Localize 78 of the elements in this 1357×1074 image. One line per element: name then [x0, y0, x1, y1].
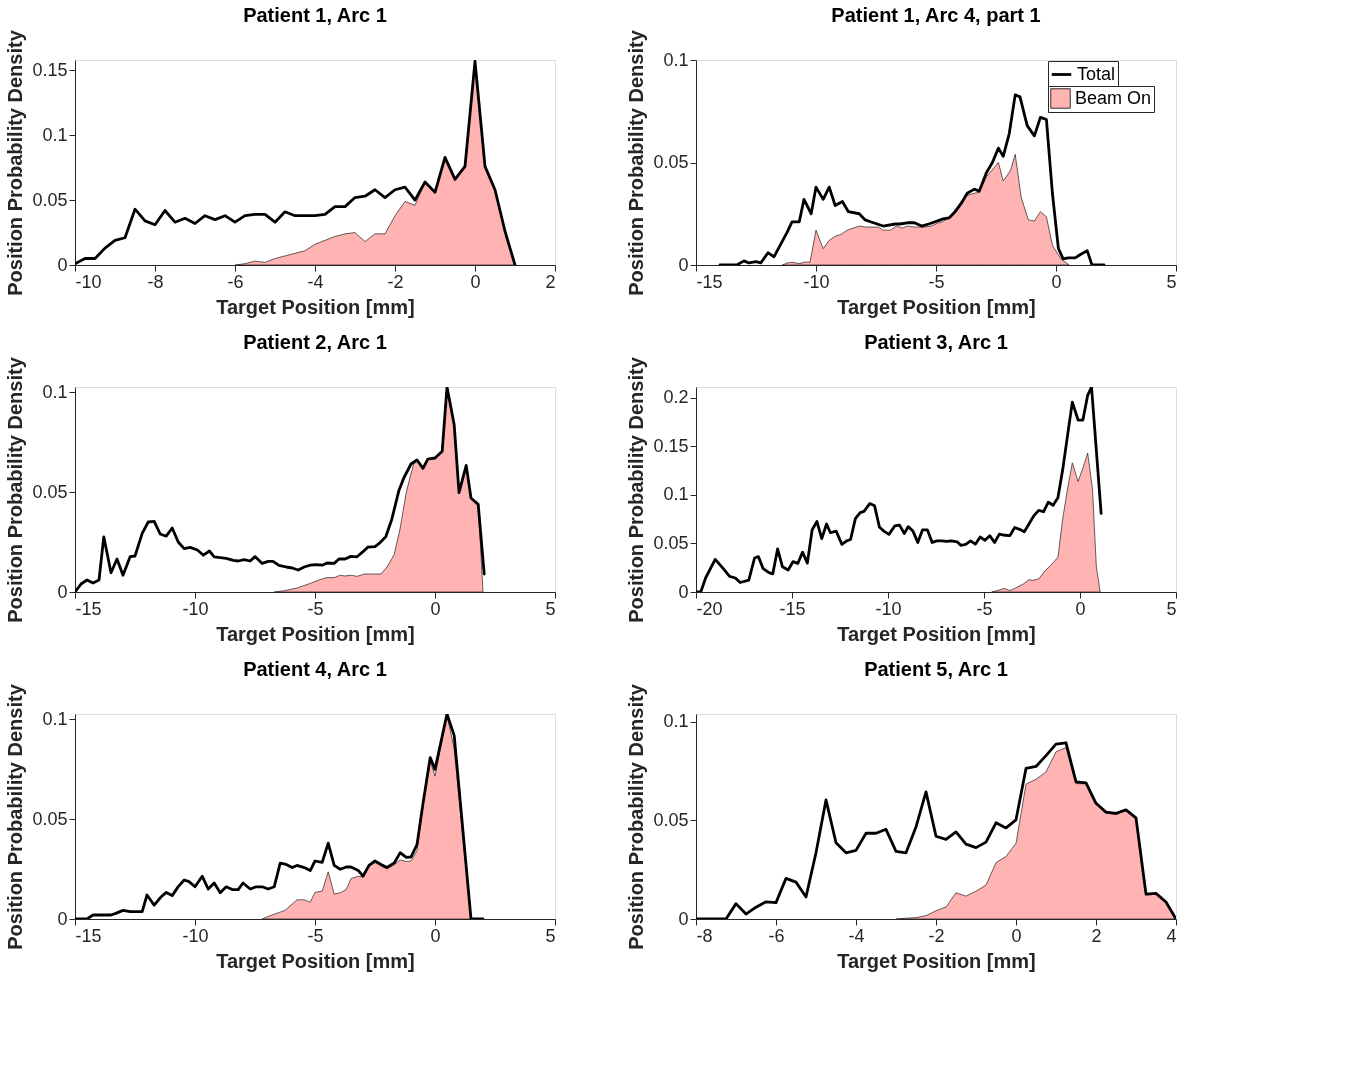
x-tick-label: -15 [696, 271, 723, 292]
x-tick-label: -4 [848, 925, 865, 946]
y-tick-label: 0.15 [653, 435, 689, 456]
y-axis-title: Position Probability Density [625, 356, 648, 623]
y-tick-label: 0.1 [663, 49, 689, 70]
y-tick-label: 0.05 [653, 809, 689, 830]
x-tick-label: -4 [307, 271, 324, 292]
x-tick-label: 2 [1091, 925, 1102, 946]
line-series [75, 60, 517, 265]
chart-title: Patient 2, Arc 1 [243, 330, 387, 353]
x-tick-label: -10 [182, 925, 209, 946]
x-tick-label: -10 [75, 271, 102, 292]
x-tick-label: -15 [779, 598, 806, 619]
x-tick-label: 0 [430, 925, 441, 946]
y-tick-label: 0.2 [663, 387, 689, 408]
y-tick-label: 0 [57, 908, 68, 929]
y-tick-label: 0.05 [32, 808, 68, 829]
x-tick-label: 0 [1075, 598, 1086, 619]
x-axis-title: Target Position [mm] [216, 295, 415, 318]
x-tick-label: -8 [696, 925, 713, 946]
y-tick-label: 0 [678, 581, 689, 602]
x-tick-label: 5 [1166, 271, 1177, 292]
y-tick-label: 0.05 [653, 152, 689, 172]
y-tick-label: 0.05 [653, 532, 689, 553]
x-tick-label: -10 [875, 598, 902, 619]
y-axis-title: Position Probability Density [625, 29, 648, 296]
x-tick-label: 5 [1166, 598, 1177, 619]
x-axis-title: Target Position [mm] [837, 949, 1036, 972]
y-tick-label: 0 [678, 908, 689, 929]
x-tick-label: -5 [976, 598, 993, 619]
chart-title: Patient 4, Arc 1 [243, 657, 387, 680]
x-tick-label: 0 [1051, 271, 1062, 292]
x-tick-label: 4 [1166, 925, 1177, 946]
chart-title: Patient 5, Arc 1 [864, 657, 1008, 680]
chart-title: Patient 1, Arc 4, part 1 [831, 3, 1041, 26]
x-tick-label: -15 [75, 598, 102, 619]
x-tick-label: 5 [545, 598, 556, 619]
y-tick-label: 0 [57, 254, 68, 275]
x-tick-label: -6 [768, 925, 785, 946]
x-tick-label: -6 [227, 271, 244, 292]
y-tick-label: 0 [678, 254, 689, 275]
x-tick-label: 0 [1011, 925, 1022, 946]
line-series [75, 387, 486, 592]
x-tick-label: -20 [696, 598, 723, 619]
x-tick-label: -2 [928, 925, 945, 946]
y-tick-label: 0.1 [42, 124, 68, 145]
x-tick-label: 2 [545, 271, 556, 292]
x-axis-title: Target Position [mm] [216, 949, 415, 972]
y-axis-title: Position Probability Density [4, 356, 27, 623]
x-axis-title: Target Position [mm] [216, 622, 415, 645]
y-tick-label: 0.1 [663, 484, 689, 505]
chart-title: Patient 3, Arc 1 [864, 330, 1008, 353]
x-tick-label: -10 [182, 598, 209, 619]
legend-label: Beam On [1075, 87, 1152, 108]
x-tick-label: -15 [75, 925, 102, 946]
x-tick-label: -8 [147, 271, 164, 292]
y-axis-title: Position Probability Density [4, 683, 27, 950]
x-tick-label: -5 [928, 271, 945, 292]
x-tick-label: 0 [430, 598, 441, 619]
x-tick-label: 5 [545, 925, 556, 946]
y-tick-label: 0 [57, 581, 68, 602]
x-tick-label: -2 [387, 271, 404, 292]
chart-title: Patient 1, Arc 1 [243, 3, 387, 26]
y-tick-label: 0.1 [42, 708, 68, 729]
legend-label: Total [1077, 63, 1116, 84]
x-tick-label: -5 [307, 925, 324, 946]
x-tick-label: -10 [803, 271, 830, 292]
y-axis-title: Position Probability Density [4, 29, 27, 296]
y-tick-label: 0.1 [663, 711, 689, 732]
y-tick-label: 0.05 [32, 189, 68, 210]
x-axis-title: Target Position [mm] [837, 622, 1036, 645]
y-tick-label: 0.05 [32, 481, 68, 502]
y-tick-label: 0.15 [32, 59, 68, 80]
y-axis-title: Position Probability Density [625, 683, 648, 950]
x-tick-label: -5 [307, 598, 324, 619]
y-tick-label: 0.1 [42, 381, 68, 402]
x-axis-title: Target Position [mm] [837, 295, 1036, 318]
x-tick-label: 0 [470, 271, 481, 292]
